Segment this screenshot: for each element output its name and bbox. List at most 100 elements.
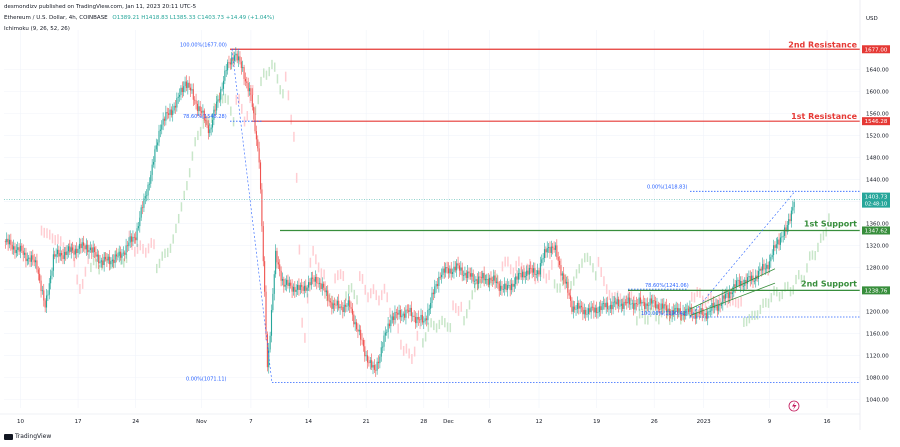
candle-body xyxy=(76,248,78,253)
candle-body xyxy=(611,304,613,310)
candle-body xyxy=(211,119,214,128)
cloud-segment xyxy=(430,318,432,328)
candle-body xyxy=(240,61,242,69)
cloud-segment xyxy=(520,262,523,273)
candle-body xyxy=(572,306,574,312)
cloud-segment xyxy=(402,345,405,356)
cloud-segment xyxy=(166,247,169,258)
candle-body xyxy=(29,257,31,262)
candle-body xyxy=(506,285,508,290)
symbol-title[interactable]: Ethereum / U.S. Dollar, 4h, COINBASE xyxy=(4,15,108,21)
candle-body xyxy=(731,292,733,295)
candle-body xyxy=(509,285,511,291)
cloud-segment xyxy=(175,223,177,234)
cloud-segment xyxy=(449,323,452,333)
cloud-segment xyxy=(238,94,240,105)
candle-body xyxy=(371,360,373,368)
cloud-segment xyxy=(526,263,528,274)
candle-body xyxy=(689,307,691,312)
cloud-segment xyxy=(254,105,257,115)
candle-body xyxy=(527,270,529,275)
lightning-icon[interactable] xyxy=(788,400,800,412)
candle-body xyxy=(15,249,17,254)
candle-body xyxy=(696,312,698,319)
candle-body xyxy=(719,304,721,306)
candle-body xyxy=(281,278,284,281)
candle-body xyxy=(22,250,24,255)
candle-body xyxy=(180,87,182,95)
candle-body xyxy=(424,318,426,322)
candle-body xyxy=(532,268,535,273)
candle-body xyxy=(181,87,183,93)
cloud-segment xyxy=(597,256,600,267)
candle-body xyxy=(434,286,436,295)
candle-body xyxy=(366,355,369,363)
level-lines: 2nd Resistance 1st Resistance 1st Support 2… xyxy=(4,40,860,291)
x-tick-label: 10 xyxy=(17,419,24,425)
indicator-legend[interactable]: Ichimoku (9, 26, 52, 26) xyxy=(4,26,70,32)
cloud-segment xyxy=(726,297,729,308)
candle-body xyxy=(575,309,577,310)
price-tag-text: 1677.00 xyxy=(865,47,888,53)
candle-body xyxy=(115,254,118,257)
y-tick-label: 1280.00 xyxy=(866,266,889,272)
cloud-segment xyxy=(219,92,221,102)
channel-line xyxy=(689,268,776,310)
candle-body xyxy=(564,279,566,284)
candle-body xyxy=(21,245,23,251)
candle-body xyxy=(166,112,168,114)
candle-body xyxy=(270,310,273,336)
candle-body xyxy=(427,309,429,321)
candle-body xyxy=(174,105,177,108)
candle-body xyxy=(467,271,469,278)
tradingview-logo[interactable]: TradingView xyxy=(4,433,51,440)
candle-body xyxy=(88,249,90,253)
candle-body xyxy=(493,275,495,281)
cloud-segment xyxy=(252,85,254,95)
cloud-segment xyxy=(605,284,608,295)
cloud-segment xyxy=(43,227,46,238)
cloud-segment xyxy=(564,274,567,284)
candle-body xyxy=(428,308,430,310)
candle-body xyxy=(52,254,54,271)
x-axis[interactable]: 10 17 24 Nov 7 14 21 28 Dec 6 12 19 26 2023 9 16 xyxy=(0,413,860,425)
candle-body xyxy=(346,305,348,307)
cloud-segment xyxy=(765,297,767,308)
cloud-segment xyxy=(534,274,537,285)
candle-body xyxy=(406,309,408,311)
cloud-segment xyxy=(575,269,578,279)
cloud-segment xyxy=(721,292,723,303)
candle-body xyxy=(44,300,46,308)
cloud-segment xyxy=(241,103,243,114)
candle-body xyxy=(605,302,607,308)
candle-body xyxy=(591,306,594,308)
cloud-segment xyxy=(592,263,594,273)
cloud-segment xyxy=(751,310,753,321)
candle-body xyxy=(607,302,609,310)
fib-trendline xyxy=(689,191,796,318)
candle-body xyxy=(161,124,163,130)
cloud-segment xyxy=(213,102,216,113)
candle-body xyxy=(417,316,419,320)
candle-body xyxy=(648,305,650,307)
candle-body xyxy=(646,303,648,306)
candle-body xyxy=(579,305,581,309)
cloud-segment xyxy=(789,287,792,297)
cloud-segment xyxy=(638,309,641,319)
candle-body xyxy=(228,62,230,63)
fibonacci-retracements: 100.00%(1677.00) 78.60%(1546.28) 0.00%(107… xyxy=(180,42,860,384)
cloud-segment xyxy=(476,281,479,291)
candle-body xyxy=(93,247,96,253)
cloud-segment xyxy=(48,229,51,240)
cloud-segment xyxy=(740,296,742,307)
candle-body xyxy=(233,55,236,61)
cloud-segment xyxy=(279,85,281,95)
candle-body xyxy=(694,312,696,319)
candle-body xyxy=(95,252,97,257)
candle-body xyxy=(454,266,456,271)
cloud-segment xyxy=(581,258,583,268)
candle-body xyxy=(376,361,378,371)
candle-body xyxy=(446,267,448,269)
y-axis[interactable]: 1040.001080.001120.001160.001200.001240.… xyxy=(859,0,889,430)
